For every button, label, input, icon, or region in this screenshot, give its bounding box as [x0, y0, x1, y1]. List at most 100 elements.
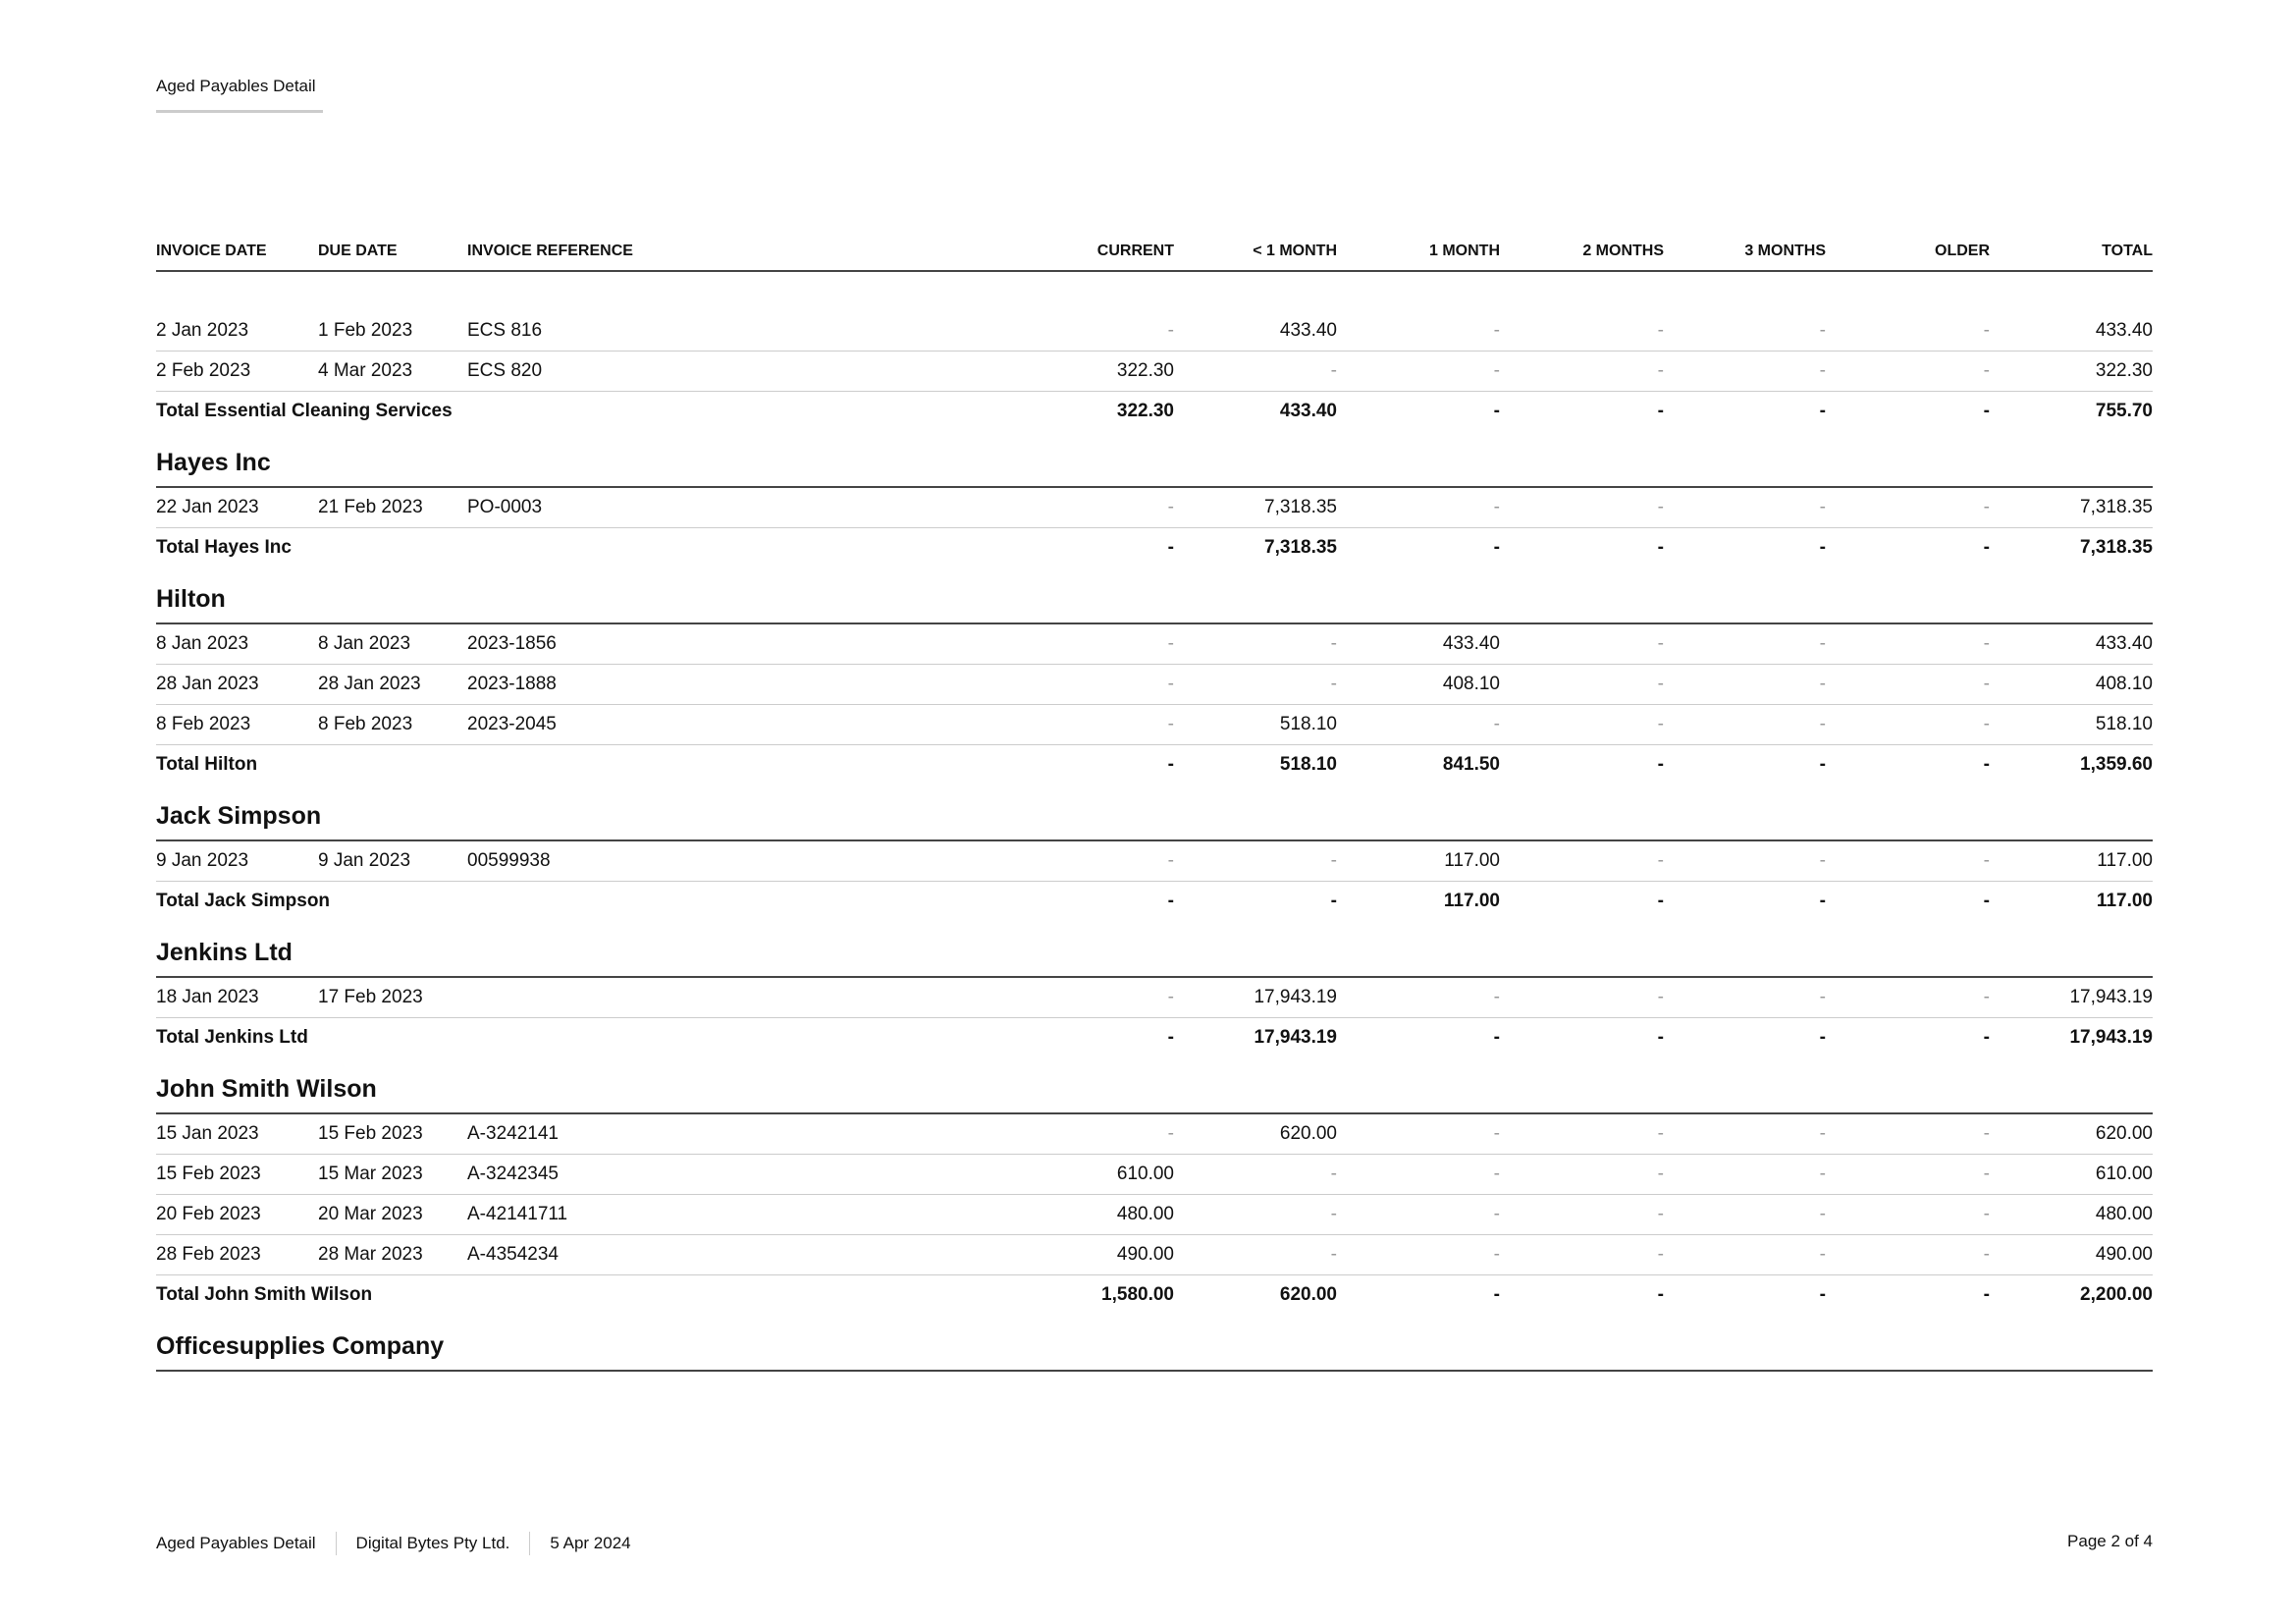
- amount-cell: 518.10: [1279, 754, 1337, 775]
- due-date: 4 Mar 2023: [318, 360, 413, 381]
- amount-cell: -: [1819, 674, 1826, 694]
- amount-cell: -: [1819, 401, 1826, 421]
- supplier-total-row: Total Hayes Inc - 7,318.35 - - - - 7,318.35: [156, 528, 2153, 568]
- amount-cell: 17,943.19: [1254, 987, 1337, 1007]
- supplier-name: Jenkins Ltd: [156, 939, 293, 966]
- amount-cell: -: [1983, 401, 1990, 421]
- amount-cell: -: [1657, 754, 1664, 775]
- page-footer: Aged Payables Detail Digital Bytes Pty L…: [156, 1532, 631, 1555]
- due-date: 8 Feb 2023: [318, 714, 413, 734]
- invoice-row: 9 Jan 2023 9 Jan 2023 00599938 - - 117.00 - - - 1…: [156, 841, 2153, 882]
- invoice-row: 15 Feb 2023 15 Mar 2023 A-3242345 610.00 - - -…: [156, 1155, 2153, 1195]
- table-header-row: INVOICE DATE DUE DATE INVOICE REFERENCE CUR…: [156, 232, 2153, 272]
- amount-cell: 480.00: [2095, 1204, 2153, 1224]
- amount-cell: -: [1493, 1123, 1500, 1144]
- amount-cell: 518.10: [2095, 714, 2153, 734]
- amount-cell: -: [1330, 674, 1337, 694]
- amount-cell: -: [1983, 537, 1990, 558]
- column-header: TOTAL: [2102, 243, 2153, 259]
- invoice-reference: A-3242345: [467, 1164, 559, 1184]
- amount-cell: -: [1983, 987, 1990, 1007]
- amount-cell: -: [1330, 891, 1337, 911]
- amount-cell: -: [1167, 1027, 1174, 1048]
- due-date: 1 Feb 2023: [318, 320, 413, 341]
- amount-cell: -: [1330, 633, 1337, 654]
- amount-cell: -: [1493, 1284, 1500, 1305]
- invoice-reference: 2023-1856: [467, 633, 557, 654]
- invoice-date: 28 Jan 2023: [156, 674, 259, 694]
- amount-cell: -: [1819, 1284, 1826, 1305]
- amount-cell: -: [1330, 1164, 1337, 1184]
- invoice-date: 15 Feb 2023: [156, 1164, 261, 1184]
- amount-cell: -: [1983, 850, 1990, 871]
- supplier-heading: Officesupplies Company: [156, 1315, 2153, 1372]
- footer-date: 5 Apr 2024: [550, 1534, 631, 1552]
- amount-cell: -: [1167, 497, 1174, 517]
- supplier-total-row: Total Essential Cleaning Services 322.30 4…: [156, 392, 2153, 431]
- total-label: Total Essential Cleaning Services: [156, 401, 453, 421]
- amount-cell: 7,318.35: [2080, 497, 2153, 517]
- amount-cell: -: [1983, 1284, 1990, 1305]
- due-date: 8 Jan 2023: [318, 633, 411, 654]
- amount-cell: -: [1167, 987, 1174, 1007]
- total-label: Total John Smith Wilson: [156, 1284, 373, 1305]
- amount-cell: -: [1657, 497, 1664, 517]
- footer-company: Digital Bytes Pty Ltd.: [355, 1534, 510, 1552]
- amount-cell: -: [1167, 850, 1174, 871]
- amount-cell: 433.40: [1279, 320, 1337, 341]
- amount-cell: -: [1167, 537, 1174, 558]
- amount-cell: 7,318.35: [2080, 537, 2153, 558]
- due-date: 9 Jan 2023: [318, 850, 411, 871]
- amount-cell: 17,943.19: [2069, 1027, 2153, 1048]
- amount-cell: -: [1983, 891, 1990, 911]
- invoice-row: 20 Feb 2023 20 Mar 2023 A-42141711 480.00 - -…: [156, 1195, 2153, 1235]
- amount-cell: 1,359.60: [2080, 754, 2153, 775]
- amount-cell: -: [1819, 891, 1826, 911]
- amount-cell: -: [1819, 987, 1826, 1007]
- amount-cell: 7,318.35: [1264, 497, 1337, 517]
- invoice-row: 18 Jan 2023 17 Feb 2023 - 17,943.19 - - - - 17,9…: [156, 978, 2153, 1018]
- invoice-row: 22 Jan 2023 21 Feb 2023 PO-0003 - 7,318.35 - -…: [156, 488, 2153, 528]
- amount-cell: -: [1983, 1123, 1990, 1144]
- amount-cell: 620.00: [2095, 1123, 2153, 1144]
- supplier-total-row: Total Jenkins Ltd - 17,943.19 - - - - 17,943.19: [156, 1018, 2153, 1057]
- amount-cell: 620.00: [1279, 1284, 1337, 1305]
- amount-cell: -: [1657, 1244, 1664, 1265]
- amount-cell: -: [1983, 1204, 1990, 1224]
- document-title: Aged Payables Detail: [156, 77, 323, 113]
- amount-cell: -: [1983, 633, 1990, 654]
- amount-cell: -: [1819, 1027, 1826, 1048]
- amount-cell: -: [1983, 320, 1990, 341]
- invoice-row: 2 Jan 2023 1 Feb 2023 ECS 816 - 433.40 - - - - 43…: [156, 311, 2153, 352]
- due-date: 28 Mar 2023: [318, 1244, 423, 1265]
- amount-cell: -: [1493, 1204, 1500, 1224]
- amount-cell: -: [1493, 1164, 1500, 1184]
- amount-cell: -: [1657, 891, 1664, 911]
- invoice-row: 2 Feb 2023 4 Mar 2023 ECS 820 322.30 - - - - - 32…: [156, 352, 2153, 392]
- supplier-heading: John Smith Wilson: [156, 1057, 2153, 1114]
- amount-cell: 322.30: [1116, 360, 1174, 381]
- amount-cell: 610.00: [2095, 1164, 2153, 1184]
- amount-cell: -: [1819, 320, 1826, 341]
- amount-cell: -: [1657, 1204, 1664, 1224]
- amount-cell: -: [1167, 674, 1174, 694]
- amount-cell: 433.40: [2095, 633, 2153, 654]
- column-header: 3 MONTHS: [1744, 243, 1826, 259]
- invoice-date: 28 Feb 2023: [156, 1244, 261, 1265]
- amount-cell: -: [1819, 497, 1826, 517]
- invoice-row: 8 Jan 2023 8 Jan 2023 2023-1856 - - 433.40 - - -…: [156, 624, 2153, 665]
- due-date: 21 Feb 2023: [318, 497, 423, 517]
- invoice-date: 8 Feb 2023: [156, 714, 251, 734]
- supplier-total-row: Total Jack Simpson - - 117.00 - - - 117.00: [156, 882, 2153, 921]
- column-header: 1 MONTH: [1429, 243, 1500, 259]
- total-label: Total Hilton: [156, 754, 258, 775]
- total-label: Total Jenkins Ltd: [156, 1027, 308, 1048]
- amount-cell: 408.10: [2095, 674, 2153, 694]
- column-header: INVOICE REFERENCE: [467, 243, 633, 259]
- amount-cell: -: [1657, 714, 1664, 734]
- amount-cell: -: [1493, 360, 1500, 381]
- amount-cell: 17,943.19: [2069, 987, 2153, 1007]
- amount-cell: -: [1819, 537, 1826, 558]
- invoice-date: 2 Feb 2023: [156, 360, 251, 381]
- invoice-date: 18 Jan 2023: [156, 987, 259, 1007]
